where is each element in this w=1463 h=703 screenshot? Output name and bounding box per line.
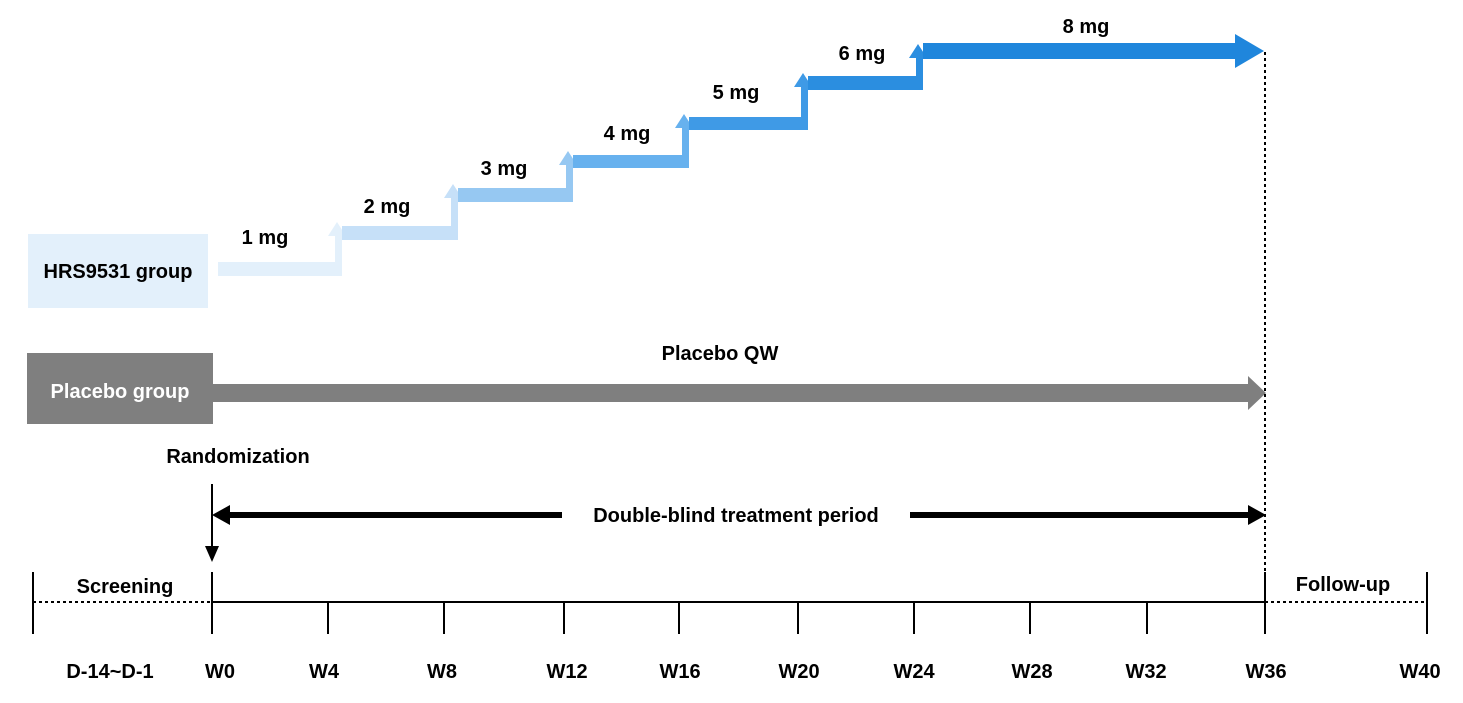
tick-label-w36: W36 — [1245, 661, 1286, 683]
dose-label-8mg: 8 mg — [1063, 16, 1110, 38]
dose-step-2mg — [342, 184, 462, 240]
tick-label-w16: W16 — [659, 661, 700, 683]
dose-label-1mg: 1 mg — [242, 227, 289, 249]
dose-label-5mg: 5 mg — [713, 82, 760, 104]
hrs-group-box — [28, 234, 208, 308]
placebo-qw-label: Placebo QW — [662, 343, 779, 365]
tick-label-w8: W8 — [427, 661, 457, 683]
dose-label-6mg: 6 mg — [839, 43, 886, 65]
dose-step-5mg — [689, 73, 812, 130]
dose-step-4mg — [573, 114, 693, 168]
randomization-arrowhead — [205, 546, 219, 562]
tick-label-w0: W0 — [205, 661, 235, 683]
dose-label-2mg: 2 mg — [364, 196, 411, 218]
treatment-period-label: Double-blind treatment period — [593, 505, 879, 527]
treatment-arrowhead-right — [1248, 505, 1266, 525]
screening-label: Screening — [77, 576, 174, 598]
tick-label-w4: W4 — [309, 661, 340, 683]
placebo-arrow — [213, 376, 1266, 410]
dose-step-8mg — [923, 34, 1264, 68]
tick-label-w28: W28 — [1011, 661, 1052, 683]
dose-label-4mg: 4 mg — [604, 123, 651, 145]
dose-step-1mg — [218, 222, 346, 276]
tick-label-screening: D-14~D-1 — [66, 661, 153, 683]
timeline: Screening Follow-up D-14~D-1 W0 W4 W8 W1… — [32, 572, 1441, 683]
dose-label-3mg: 3 mg — [481, 158, 528, 180]
hrs-group-label: HRS9531 group — [44, 261, 193, 283]
tick-label-w20: W20 — [778, 661, 819, 683]
placebo-group-label: Placebo group — [51, 381, 190, 403]
followup-label: Follow-up — [1296, 574, 1390, 596]
treatment-arrowhead-left — [212, 505, 230, 525]
dose-staircase — [218, 34, 1264, 276]
tick-label-w24: W24 — [893, 661, 935, 683]
placebo-group-box — [27, 353, 213, 424]
dose-step-6mg — [808, 44, 927, 90]
dose-step-3mg — [458, 151, 577, 202]
tick-label-w12: W12 — [546, 661, 587, 683]
tick-label-w32: W32 — [1125, 661, 1166, 683]
randomization-label: Randomization — [166, 446, 309, 468]
tick-label-w40: W40 — [1399, 661, 1440, 683]
